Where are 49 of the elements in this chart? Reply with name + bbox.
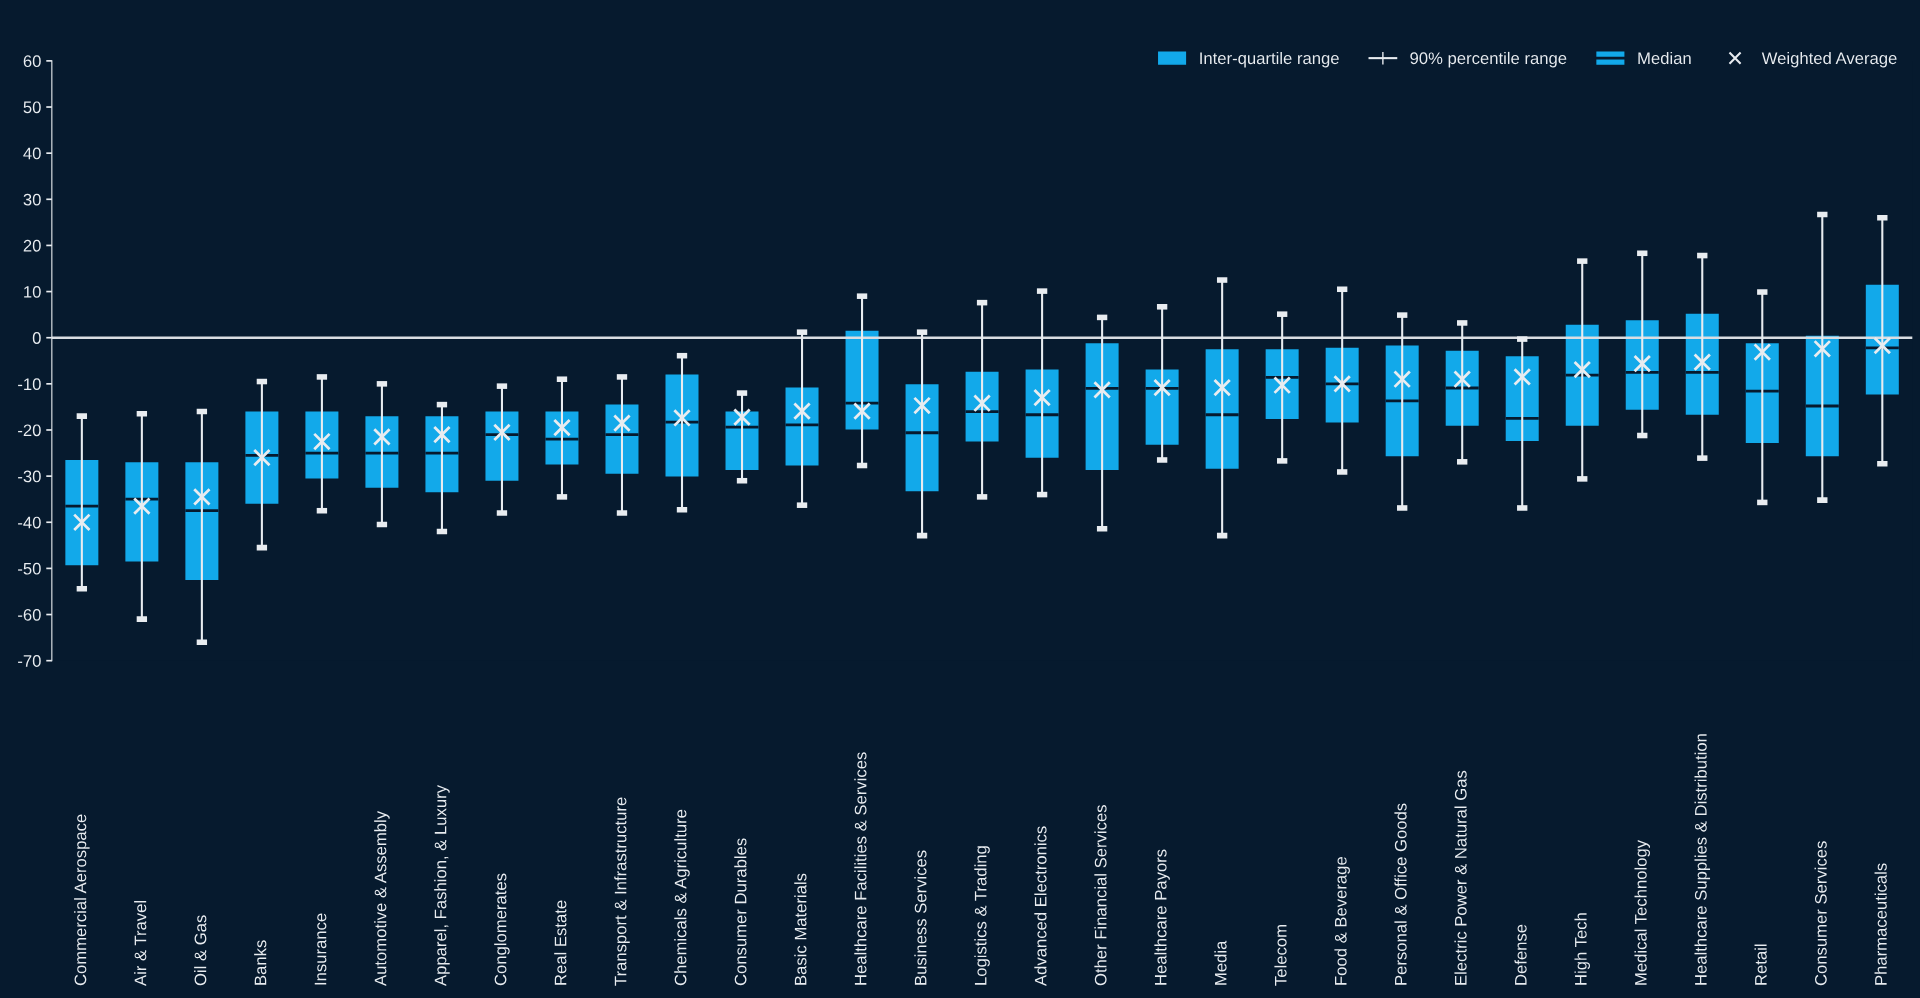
x-tick-label: Retail bbox=[1754, 944, 1767, 985]
annotation: 90% percentile range bbox=[1410, 51, 1567, 68]
x-tick-label: Real Estate bbox=[554, 900, 567, 985]
y-tick-label: -70 bbox=[18, 655, 41, 667]
x-tick-label: Chemicals & Agriculture bbox=[674, 809, 690, 986]
y-tick-label: 30 bbox=[23, 193, 41, 206]
x-tick-label: Consumer Services bbox=[1814, 841, 1827, 986]
x-tick-label: Media bbox=[1214, 940, 1227, 985]
x-tick-label: Advanced Electronics bbox=[1034, 826, 1047, 986]
x-tick-label: Oil & Gas bbox=[194, 915, 207, 986]
x-tick-label: Conglomerates bbox=[494, 873, 510, 986]
y-tick-label: 40 bbox=[23, 147, 41, 160]
y-tick-label: 20 bbox=[23, 239, 41, 252]
x-tick-label: Healthcare Facilities & Services bbox=[854, 752, 867, 985]
x-tick-label: Healthcare Payors bbox=[1154, 849, 1170, 985]
x-tick-label: Food & Beverage bbox=[1334, 857, 1350, 985]
x-tick-label: Personal & Office Goods bbox=[1394, 803, 1407, 985]
annotation: Weighted Average bbox=[1761, 51, 1897, 68]
x-tick-label: Consumer Durables bbox=[734, 838, 747, 986]
y-tick-label: 60 bbox=[23, 55, 41, 68]
x-tick-label: Business Services bbox=[914, 850, 927, 985]
x-tick-label: High Tech bbox=[1574, 913, 1590, 985]
y-tick-label: 50 bbox=[23, 101, 41, 114]
y-tick-label: 10 bbox=[24, 285, 41, 298]
x-tick-label: Pharmaceuticals bbox=[1874, 863, 1887, 985]
y-tick-label: -20 bbox=[18, 424, 41, 437]
x-tick-label: Medical Technology bbox=[1634, 839, 1651, 985]
x-tick-label: Apparel, Fashion, & Luxury bbox=[434, 785, 450, 986]
legend-label: Inter-quartile range bbox=[1200, 51, 1339, 68]
y-tick-label: -50 bbox=[18, 562, 41, 575]
x-tick-label: Healthcare Supplies & Distribution bbox=[1694, 734, 1711, 985]
x-tick-label: Banks bbox=[254, 940, 267, 985]
y-tick-label: 0 bbox=[32, 332, 41, 344]
y-tick-label: -10 bbox=[18, 378, 41, 391]
x-tick-label: Automotive & Assembly bbox=[374, 810, 390, 986]
x-tick-label: Logistics & Trading bbox=[974, 846, 990, 985]
y-tick-label: -30 bbox=[18, 470, 41, 483]
y-tick-label: -60 bbox=[18, 608, 41, 621]
x-tick-label: Telecom bbox=[1274, 925, 1287, 986]
x-tick-label: Other Financial Services bbox=[1094, 805, 1107, 986]
x-tick-label: Air & Travel bbox=[134, 901, 147, 986]
y-tick-label: -40 bbox=[18, 516, 41, 529]
x-tick-label: Electric Power & Natural Gas bbox=[1454, 770, 1467, 985]
x-tick-label: Commercial Aerospace bbox=[74, 814, 90, 986]
x-tick-label: Basic Materials bbox=[794, 873, 807, 985]
x-tick-label: Insurance bbox=[314, 913, 327, 985]
x-tick-label: Defense bbox=[1514, 924, 1527, 985]
annotation: Median bbox=[1638, 51, 1691, 65]
x-tick-label: Transport & Infrastructure bbox=[614, 797, 630, 986]
